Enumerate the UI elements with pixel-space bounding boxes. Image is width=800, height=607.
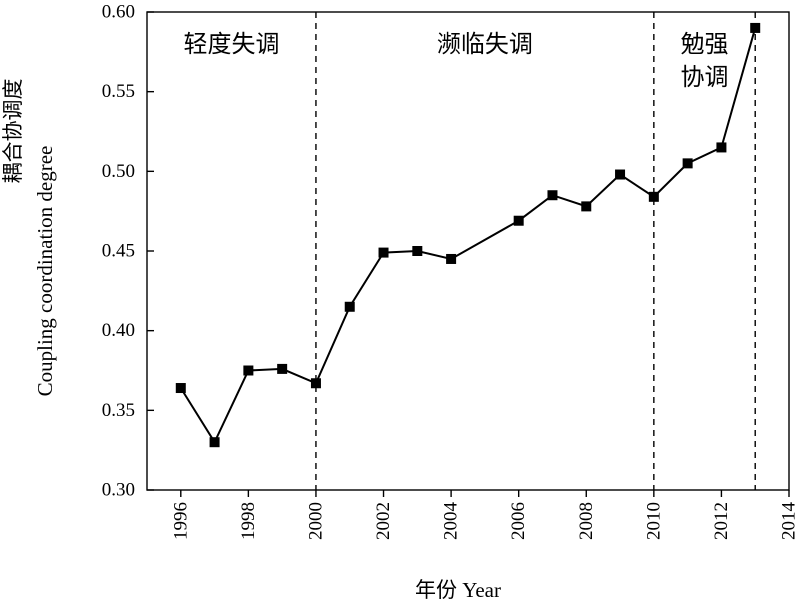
- period-label: 濒临失调: [437, 30, 533, 58]
- y-axis-title-english: Coupling coordination degree: [33, 146, 57, 397]
- data-point-marker: [547, 190, 558, 201]
- y-tick-label: 0.50: [102, 161, 135, 182]
- period-label: 轻度失调: [183, 30, 279, 58]
- x-tick-label: 2002: [373, 502, 394, 540]
- x-tick-label: 2006: [508, 502, 529, 540]
- data-point-marker: [243, 365, 254, 376]
- data-point-marker: [513, 215, 524, 226]
- data-point-marker: [344, 301, 355, 312]
- y-tick-label: 0.55: [102, 81, 135, 102]
- data-point-marker: [615, 169, 626, 180]
- period-dividers: [315, 12, 756, 490]
- x-axis-ticks: 1996 1998 2000 2002 2004 2006 2008 2010 2012 2014: [170, 490, 800, 541]
- period-label: 协调: [681, 63, 729, 91]
- series-line: [179, 27, 757, 445]
- data-point-marker: [750, 22, 761, 33]
- x-tick-label: 1998: [238, 502, 259, 540]
- period-label: 勉强: [681, 30, 729, 58]
- x-tick-label: 2012: [711, 502, 732, 540]
- data-point-marker: [682, 158, 693, 169]
- x-tick-label: 2014: [779, 502, 800, 541]
- data-point-marker: [716, 142, 727, 153]
- data-point-marker: [310, 378, 321, 389]
- x-tick-label: 2008: [576, 502, 597, 540]
- data-point-marker: [209, 437, 220, 448]
- y-tick-label: 0.60: [102, 2, 135, 23]
- y-tick-label: 0.30: [102, 480, 135, 501]
- data-series: [175, 22, 761, 448]
- data-point-marker: [648, 191, 659, 202]
- x-axis-title: 年份 Year: [415, 578, 501, 602]
- x-tick-label: 2000: [305, 502, 326, 540]
- data-point-marker: [581, 201, 592, 212]
- data-point-marker: [446, 253, 457, 264]
- y-tick-label: 0.40: [102, 320, 135, 341]
- data-point-marker: [277, 363, 288, 374]
- y-axis-title-chinese: 耦合协调度: [1, 79, 25, 184]
- y-tick-label: 0.45: [102, 241, 135, 262]
- y-axis-ticks: 0.30 0.35 0.40 0.45 0.50 0.55 0.60: [102, 2, 154, 501]
- x-tick-label: 2004: [441, 502, 462, 541]
- x-tick-label: 2010: [643, 502, 664, 540]
- y-tick-label: 0.35: [102, 400, 135, 421]
- x-tick-label: 1996: [170, 502, 191, 540]
- data-point-marker: [378, 247, 389, 258]
- data-point-marker: [412, 246, 423, 256]
- data-point-marker: [175, 383, 186, 394]
